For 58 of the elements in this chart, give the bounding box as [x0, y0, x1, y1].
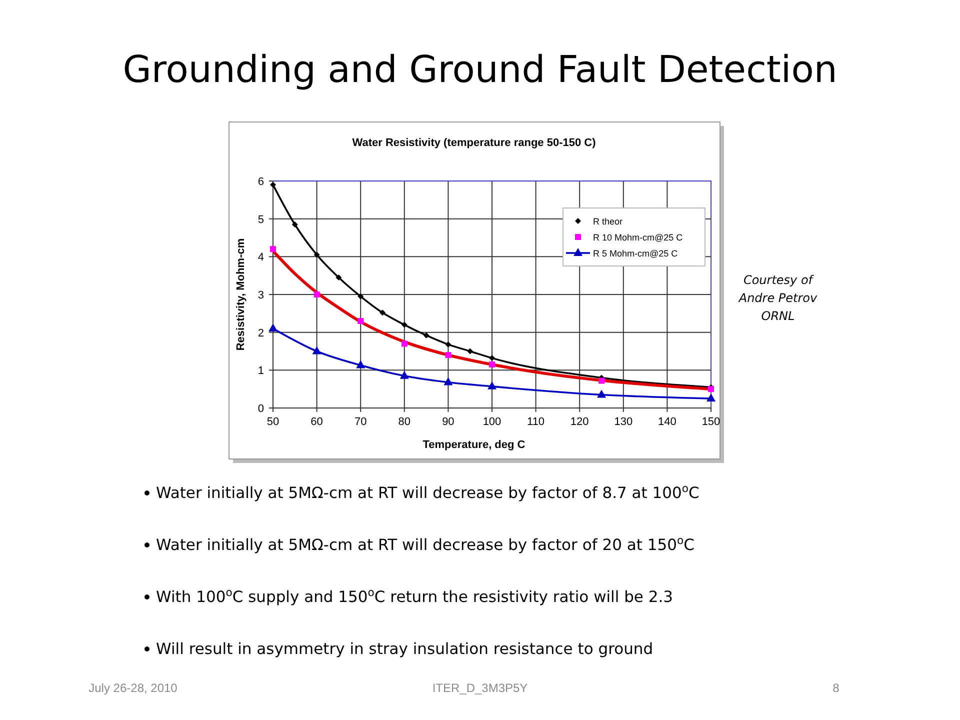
- point: [488, 381, 496, 390]
- point: [270, 246, 276, 252]
- y-tick-label: 6: [258, 176, 264, 188]
- text: Will result in asymmetry in stray insulation resistance to ground: [156, 640, 654, 658]
- point: [268, 324, 278, 332]
- x-tick-label: 80: [398, 416, 411, 428]
- x-tick-label: 50: [266, 416, 280, 428]
- text: 8: [832, 681, 840, 695]
- x-tick-label: 100: [482, 416, 502, 428]
- point: [314, 252, 320, 258]
- y-tick-label: 3: [258, 290, 264, 302]
- point: [314, 292, 320, 298]
- text: July 26-28, 2010: [88, 681, 178, 695]
- point: [358, 293, 364, 300]
- point: [292, 222, 298, 228]
- point: [444, 377, 453, 386]
- point: [356, 360, 366, 368]
- text: Courtesy of Andre Petrov ORNL: [738, 273, 818, 323]
- y-tick-label: 2: [258, 327, 264, 340]
- chart-subtitle: Water Resistivity (temperature range 50-150 C): [352, 137, 596, 149]
- text: Water initially at 5MΩ-cm at RT will decrease by factor of 8.7 at 100$^{o}$C: [156, 482, 700, 502]
- x-tick-label: 110: [527, 416, 545, 428]
- text: With 100$^{o}$C supply and 150$^{o}$C return the resistivity ratio will be 2.3: [156, 586, 674, 606]
- point: [445, 341, 452, 348]
- point: [423, 332, 430, 338]
- chart-title: Grounding and Ground Fault Detection: [122, 48, 838, 91]
- legend-label: R theor: [593, 216, 623, 226]
- y-tick-label: 1: [258, 365, 264, 378]
- point: [401, 322, 408, 328]
- x-tick-label: 90: [442, 416, 454, 428]
- point: [358, 318, 364, 324]
- point: [336, 274, 342, 280]
- point: [598, 378, 604, 384]
- x-tick-label: 120: [570, 416, 589, 428]
- point: [445, 352, 452, 358]
- text: Water initially at 5MΩ-cm at RT will decrease by factor of 20 at 150$^{o}$C: [156, 534, 694, 554]
- point: [597, 390, 606, 398]
- point: [400, 370, 409, 379]
- point: [489, 361, 495, 368]
- y-tick-label: 5: [258, 214, 264, 226]
- x-tick-label: 70: [354, 416, 367, 428]
- x-tick-label: 150: [702, 416, 720, 428]
- point: [467, 348, 474, 354]
- x-axis-title: Temperature, deg C: [422, 439, 526, 451]
- y-axis-title: Resistivity, Mohm-cm: [235, 238, 247, 351]
- x-tick-label: 60: [310, 416, 323, 428]
- x-tick-label: 140: [658, 416, 676, 428]
- point: [489, 355, 495, 362]
- point: [312, 346, 322, 354]
- y-tick-label: 4: [258, 252, 264, 264]
- text: ITER_D_3M3P5Y: [432, 681, 528, 695]
- point: [706, 394, 716, 402]
- point: [380, 310, 386, 316]
- point: [401, 340, 408, 347]
- legend-label: R 5 Mohm-cm@25 C: [593, 248, 678, 258]
- y-tick-label: 0: [258, 403, 264, 415]
- x-tick-label: 130: [614, 416, 633, 428]
- legend-label: R 10 Mohm-cm@25 C: [593, 232, 684, 242]
